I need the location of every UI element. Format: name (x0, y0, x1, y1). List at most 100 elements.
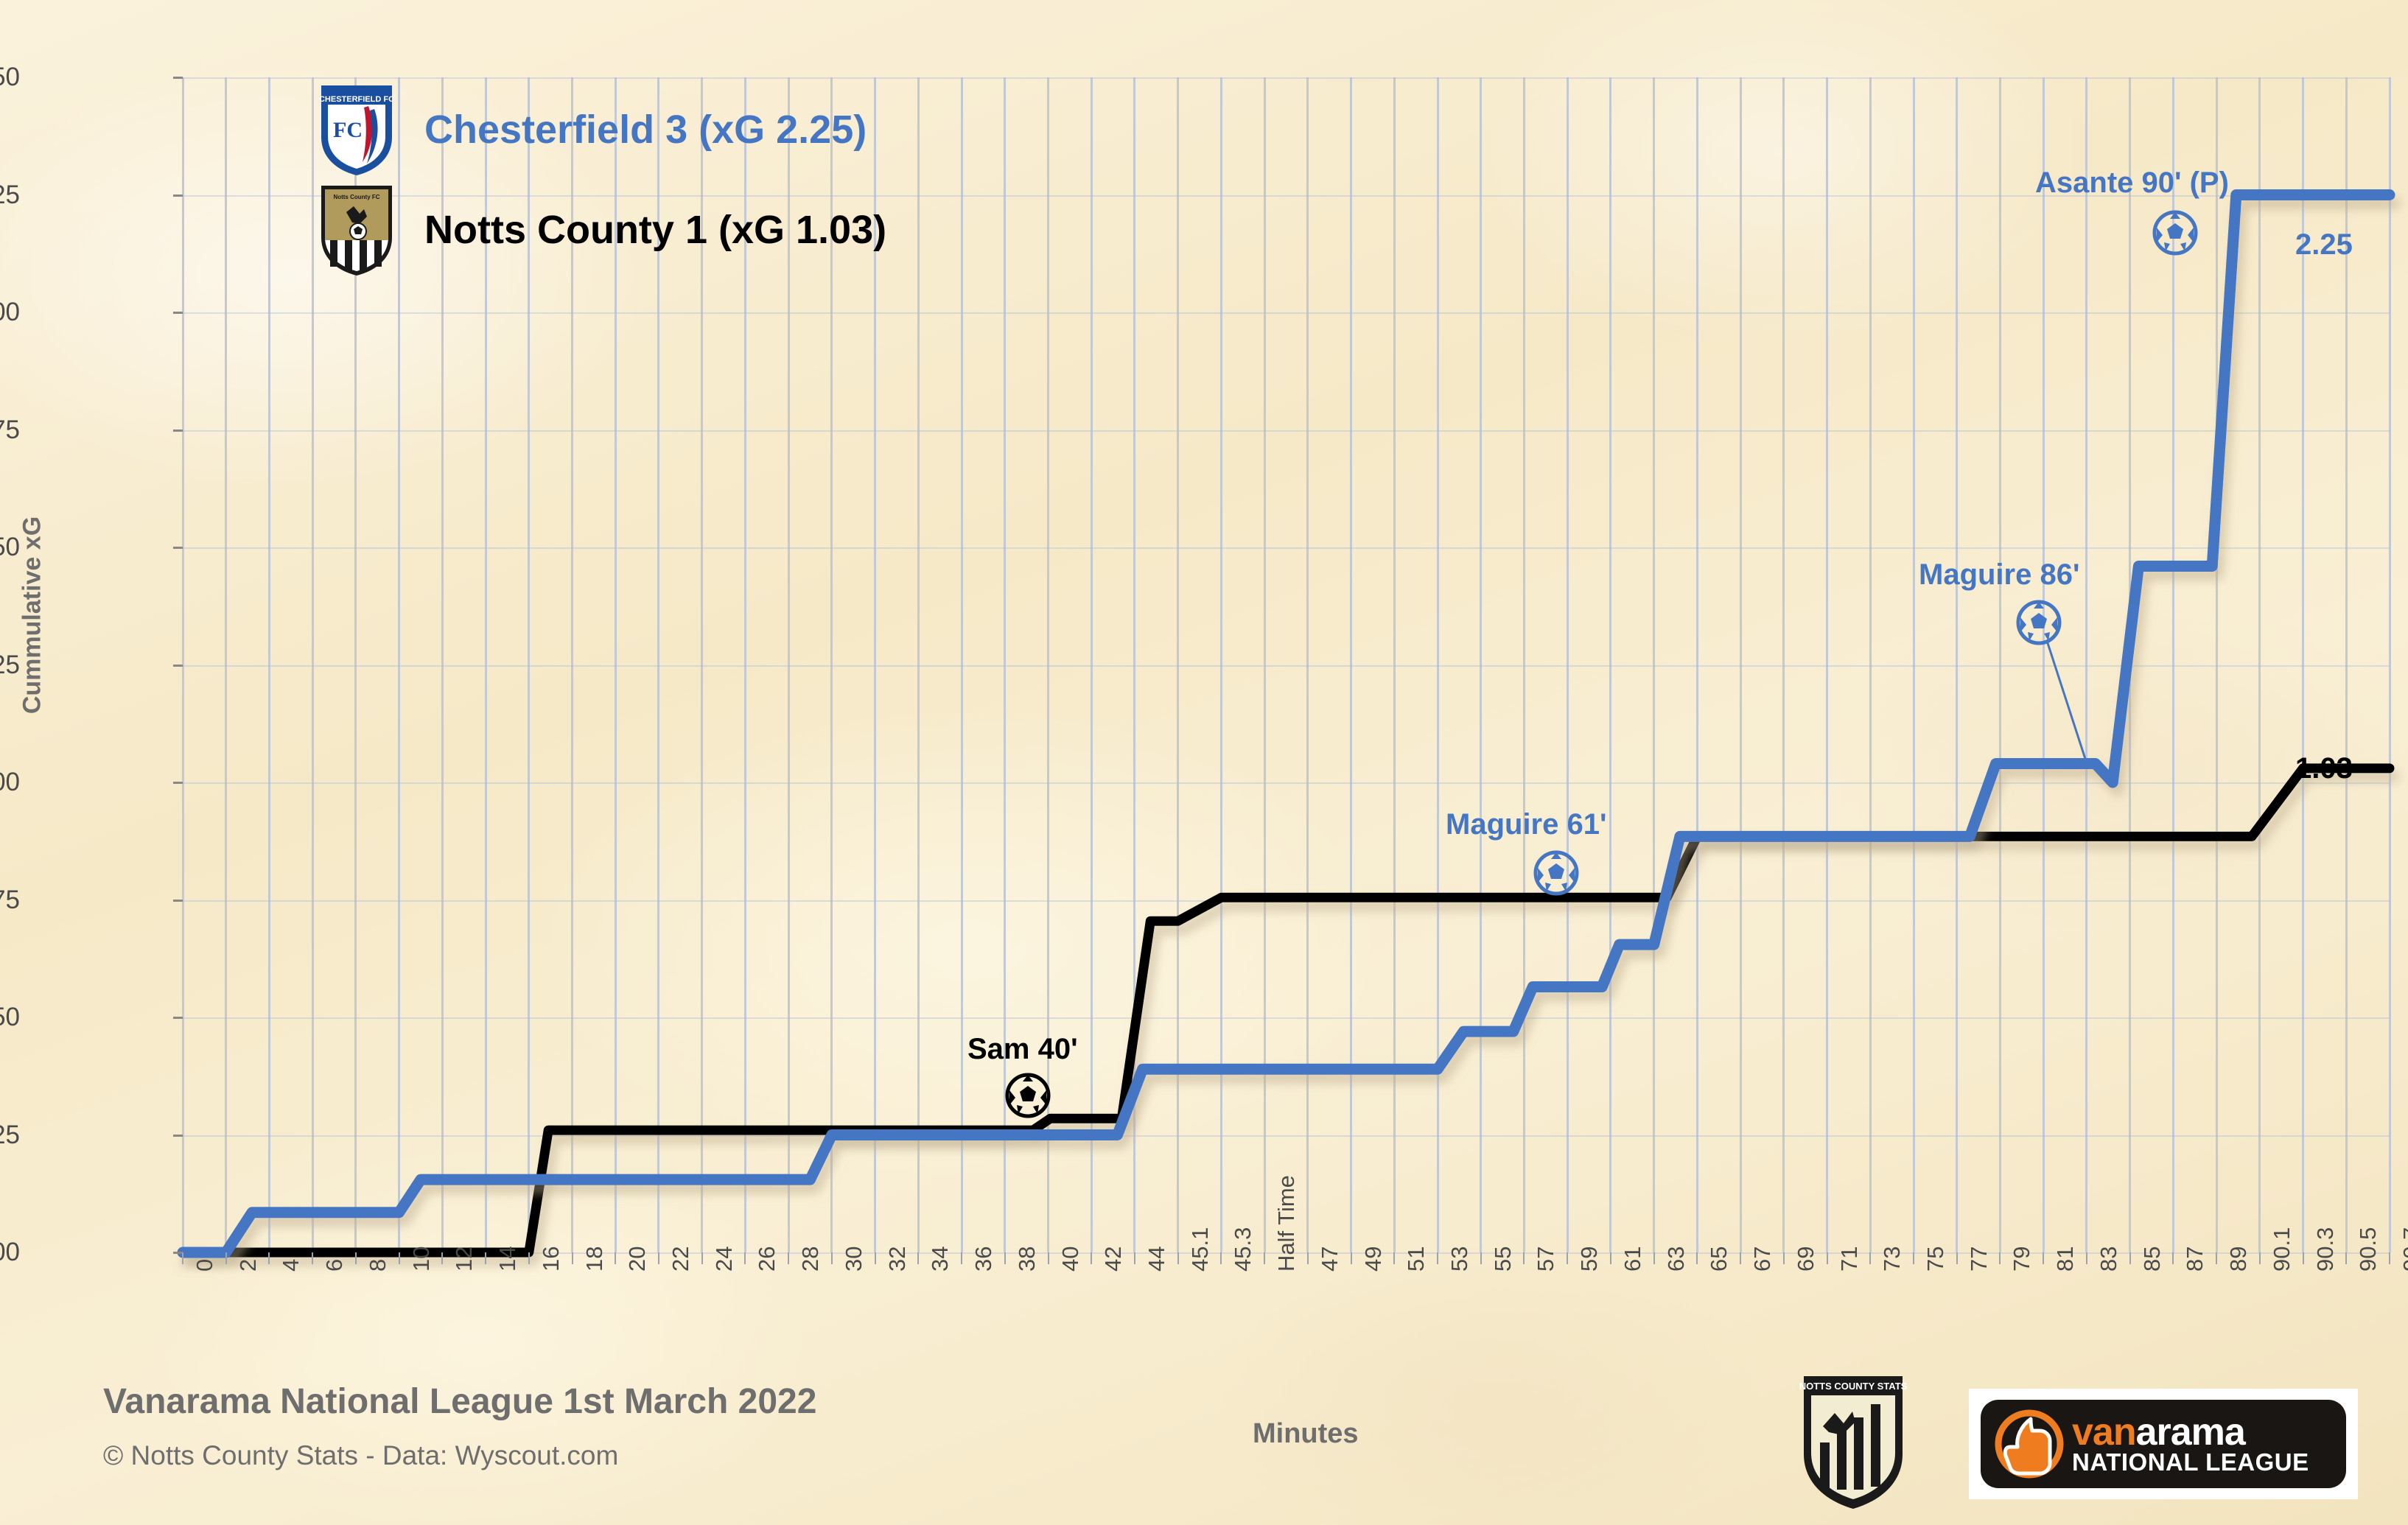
vanarama-national-league-text: NATIONAL LEAGUE (2072, 1448, 2309, 1476)
x-axis-tick-mark (1740, 1252, 1742, 1264)
gridline-horizontal (183, 312, 2390, 314)
xg-line-chart-svg (177, 189, 2395, 1258)
x-axis-tick-mark (1567, 1252, 1569, 1264)
y-axis-tick-label: 2.25 (0, 180, 20, 209)
gridline-vertical (2258, 77, 2261, 1252)
x-axis-tick-label: 10 (407, 1246, 434, 1272)
x-axis-tick-label: 47 (1316, 1246, 1343, 1272)
x-axis-tick-label: 24 (710, 1246, 737, 1272)
x-axis-tick-label: 42 (1100, 1246, 1127, 1272)
x-axis-tick-mark (1350, 1252, 1352, 1264)
gridline-vertical (743, 77, 746, 1252)
chesterfield-crest: CHESTERFIELD FC FC (319, 85, 394, 175)
x-axis-tick-mark (1133, 1252, 1135, 1264)
gridline-vertical (657, 77, 660, 1252)
x-axis-tick-mark (1177, 1252, 1179, 1264)
x-axis-tick-mark (1653, 1252, 1655, 1264)
vanarama-arama-text: arama (2135, 1411, 2246, 1454)
x-axis-tick-mark (398, 1252, 400, 1264)
goal-annotation-label: Sam 40' (967, 1033, 1078, 1065)
x-axis-tick-mark (701, 1252, 703, 1264)
gridline-vertical (1393, 77, 1396, 1252)
x-axis-tick-label: 8 (364, 1258, 391, 1272)
end-value-chesterfield: 2.25 (2295, 228, 2353, 261)
goal-annotation-label: Maguire 61' (1446, 808, 1607, 841)
x-axis-tick-mark (615, 1252, 617, 1264)
y-axis-tick-mark (173, 1017, 183, 1019)
x-axis-tick-mark (2043, 1252, 2045, 1264)
gridline-horizontal (183, 782, 2390, 784)
gridline-vertical (2215, 77, 2218, 1252)
x-axis-tick-mark (225, 1252, 227, 1264)
series-line-chesterfield (177, 189, 2395, 1258)
y-axis-tick-mark (173, 1252, 183, 1254)
legend-item-chesterfield[interactable]: CHESTERFIELD FC FC Chesterfield 3 (xG 2.… (318, 83, 867, 177)
y-axis-tick-label: 1.25 (0, 650, 20, 679)
y-axis-tick-label: 0.25 (0, 1120, 20, 1149)
x-axis-tick-mark (2345, 1252, 2348, 1264)
x-axis-tick-mark (1696, 1252, 1698, 1264)
x-axis-tick-mark (1523, 1252, 1525, 1264)
x-axis-tick-label: 83 (2095, 1246, 2121, 1272)
x-axis-tick-mark (1004, 1252, 1006, 1264)
gridline-vertical (1782, 77, 1785, 1252)
x-axis-tick-mark (1437, 1252, 1439, 1264)
x-axis-tick-mark (1609, 1252, 1611, 1264)
x-axis-tick-mark (1306, 1252, 1309, 1264)
gridline-vertical (1177, 77, 1180, 1252)
x-axis-tick-label: 44 (1143, 1246, 1169, 1272)
gridline-vertical (354, 77, 357, 1252)
x-axis-tick-label: 90.3 (2311, 1227, 2338, 1272)
x-axis-tick-label: 2 (234, 1258, 261, 1272)
gridline-vertical (1480, 77, 1483, 1252)
x-axis-tick-mark (182, 1252, 183, 1264)
x-axis-tick-label: 53 (1446, 1246, 1473, 1272)
x-axis-tick-label: 0 (192, 1258, 217, 1272)
x-axis-tick-label: 73 (1879, 1246, 1905, 1272)
y-axis-tick-label: 1.75 (0, 415, 20, 444)
notts-county-crest: Notts County FC (321, 186, 392, 276)
x-axis-tick-mark (2216, 1252, 2218, 1264)
gridline-vertical (1004, 77, 1007, 1252)
y-axis-tick-label: 0.75 (0, 885, 20, 914)
x-axis-tick-label: 81 (2052, 1246, 2079, 1272)
y-axis-tick-mark (173, 429, 183, 432)
x-axis-tick-label: 63 (1662, 1246, 1689, 1272)
vanarama-van-text: van (2072, 1411, 2137, 1454)
footer-league-date: Vanarama National League 1st March 2022 (103, 1382, 817, 1421)
gridline-vertical (1739, 77, 1742, 1252)
x-axis-tick-label: 61 (1619, 1246, 1645, 1272)
x-axis-tick-label: 32 (883, 1246, 910, 1272)
x-axis-tick-mark (657, 1252, 659, 1264)
gridline-vertical (787, 77, 790, 1252)
gridline-vertical (874, 77, 877, 1252)
x-axis-tick-label: 26 (754, 1246, 780, 1272)
y-axis-tick-label: 0.00 (0, 1238, 20, 1266)
x-axis-tick-label: 20 (624, 1246, 651, 1272)
x-axis-tick-label: 45.1 (1186, 1227, 1213, 1272)
x-axis-tick-label: 36 (970, 1246, 997, 1272)
x-axis-tick-label: 18 (581, 1246, 607, 1272)
gridline-vertical (267, 77, 270, 1252)
x-axis-tick-label: 90.7 (2398, 1227, 2408, 1272)
gridline-vertical (1090, 77, 1093, 1252)
football-goal-icon (2152, 210, 2198, 256)
x-axis-tick-label: 34 (927, 1246, 953, 1272)
x-axis-tick-mark (1264, 1252, 1266, 1264)
gridline-vertical (1219, 77, 1222, 1252)
x-axis-tick-mark (312, 1252, 314, 1264)
x-axis-tick-mark (528, 1252, 530, 1264)
y-axis-tick-mark (173, 1134, 183, 1137)
legend-item-notts-county[interactable]: Notts County FC Notts County 1 (xG 1.03) (318, 183, 886, 277)
football-goal-icon (1005, 1073, 1051, 1118)
gridline-horizontal (183, 194, 2390, 197)
x-axis-tick-label: 87 (2182, 1246, 2208, 1272)
x-axis-tick-mark (1091, 1252, 1093, 1264)
gridline-vertical (1047, 77, 1049, 1252)
x-axis-tick-label: 85 (2138, 1246, 2165, 1272)
x-axis-tick-mark (2085, 1252, 2087, 1264)
gridline-horizontal (183, 547, 2390, 549)
x-axis-tick-mark (1826, 1252, 1828, 1264)
x-axis-tick-mark (917, 1252, 920, 1264)
y-axis-tick-mark (173, 77, 183, 79)
